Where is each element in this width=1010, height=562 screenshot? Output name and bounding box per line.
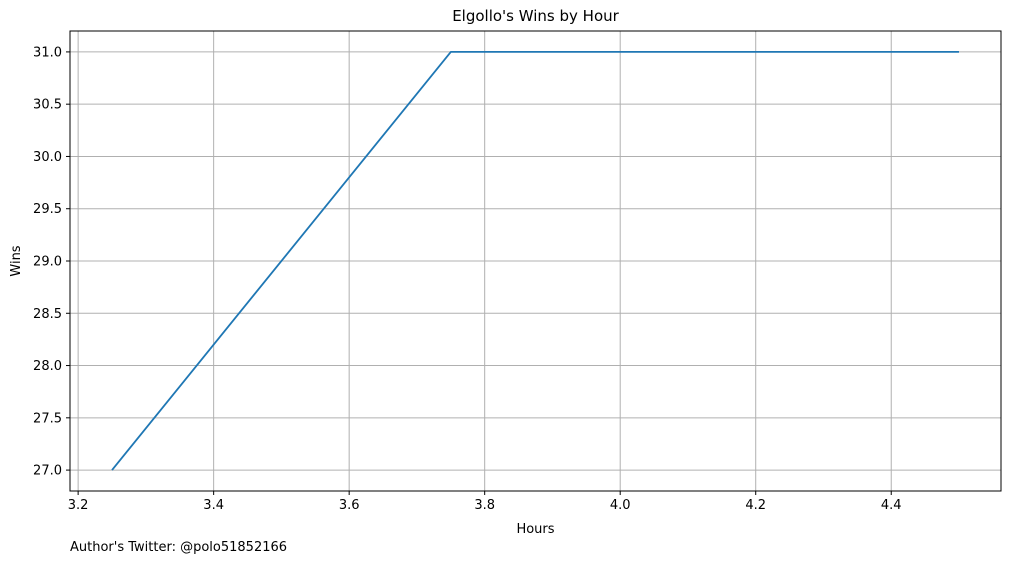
y-tick-label: 31.0 [33, 45, 62, 60]
y-tick-label: 28.5 [33, 307, 62, 322]
y-tick-label: 30.5 [33, 98, 62, 113]
series-layer [111, 51, 959, 471]
x-tick-label: 4.0 [610, 498, 631, 513]
x-tick-label: 4.4 [881, 498, 902, 513]
author-credit: Author's Twitter: @polo51852166 [70, 540, 287, 555]
x-tick-label: 3.8 [474, 498, 495, 513]
x-axis-label: Hours [516, 522, 554, 537]
grid-layer [70, 31, 1001, 491]
y-axis-label: Wins [9, 245, 24, 276]
y-tick-label: 28.0 [33, 359, 62, 374]
chart-title: Elgollo's Wins by Hour [452, 7, 619, 25]
y-tick-label: 27.0 [33, 464, 62, 479]
x-tick-label: 3.2 [68, 498, 89, 513]
tick-layer: 3.2 3.4 3.6 3.8 4.0 4.2 4.4 27.0 27.5 28.0 28.5 29.… [33, 45, 902, 513]
series-line [111, 51, 959, 471]
x-tick-label: 3.4 [203, 498, 224, 513]
x-tick-label: 4.2 [745, 498, 766, 513]
y-tick-label: 29.5 [33, 202, 62, 217]
y-tick-label: 30.0 [33, 150, 62, 165]
y-tick-label: 27.5 [33, 411, 62, 426]
x-tick-label: 3.6 [339, 498, 360, 513]
y-tick-label: 29.0 [33, 255, 62, 270]
